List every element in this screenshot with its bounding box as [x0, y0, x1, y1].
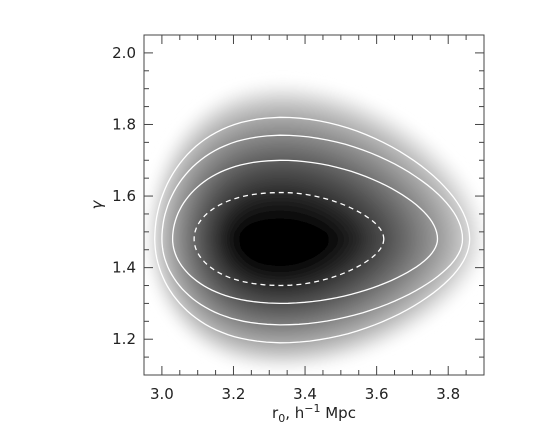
x-tick-labels: 3.0 3.2 3.4 3.6 3.8 — [150, 385, 460, 403]
x-label-r: r — [272, 404, 279, 422]
contour-1 — [193, 191, 385, 287]
x-tick-label: 3.4 — [293, 385, 317, 403]
x-label-unit: Mpc — [320, 404, 355, 422]
y-tick-label: 1.8 — [112, 115, 136, 133]
y-tick-labels: 1.2 1.4 1.6 1.8 2.0 — [112, 44, 136, 348]
x-tick-label: 3.8 — [436, 385, 460, 403]
x-tick-label: 3.6 — [365, 385, 389, 403]
y-tick-label: 1.2 — [112, 330, 136, 348]
x-axis-label: r0, h−1 Mpc — [272, 402, 356, 425]
y-tick-label: 1.4 — [112, 259, 136, 277]
confidence-contours — [154, 116, 471, 344]
density-map — [147, 85, 484, 368]
contour-2 — [171, 159, 439, 305]
density-level — [237, 217, 331, 268]
contour-3 — [161, 134, 464, 326]
x-label-h: , h — [285, 404, 304, 422]
x-label-r-subscript: 0 — [278, 412, 285, 425]
x-label-exponent: −1 — [304, 402, 320, 415]
y-axis-label: γ — [88, 199, 106, 209]
x-tick-label: 3.0 — [150, 385, 174, 403]
plot-frame — [143, 34, 485, 376]
x-tick-label: 3.2 — [222, 385, 246, 403]
y-tick-label: 1.6 — [112, 187, 136, 205]
y-tick-label: 2.0 — [112, 44, 136, 62]
axis-ticks — [143, 34, 485, 376]
plot-area — [147, 85, 484, 368]
contour-4 — [154, 116, 471, 344]
